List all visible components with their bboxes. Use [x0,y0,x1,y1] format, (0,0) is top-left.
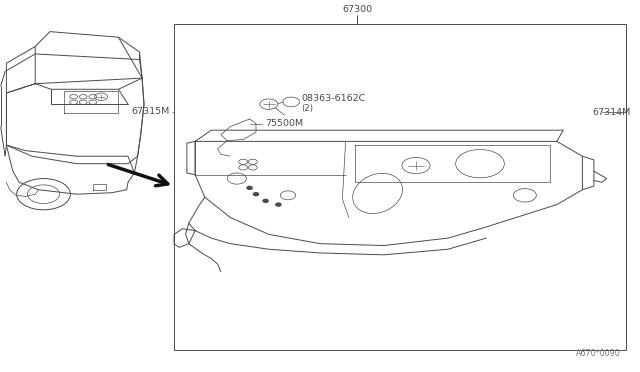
Text: A670*0090: A670*0090 [576,349,621,358]
Text: 08363-6162C: 08363-6162C [301,94,365,103]
Circle shape [276,203,281,206]
Text: (2): (2) [301,104,314,113]
Circle shape [247,186,252,189]
Text: 67300: 67300 [342,5,372,14]
Circle shape [263,199,268,202]
Text: 67314M: 67314M [592,108,630,117]
Text: 75500M: 75500M [266,119,304,128]
Circle shape [253,193,259,196]
Text: 67315M: 67315M [131,107,170,116]
